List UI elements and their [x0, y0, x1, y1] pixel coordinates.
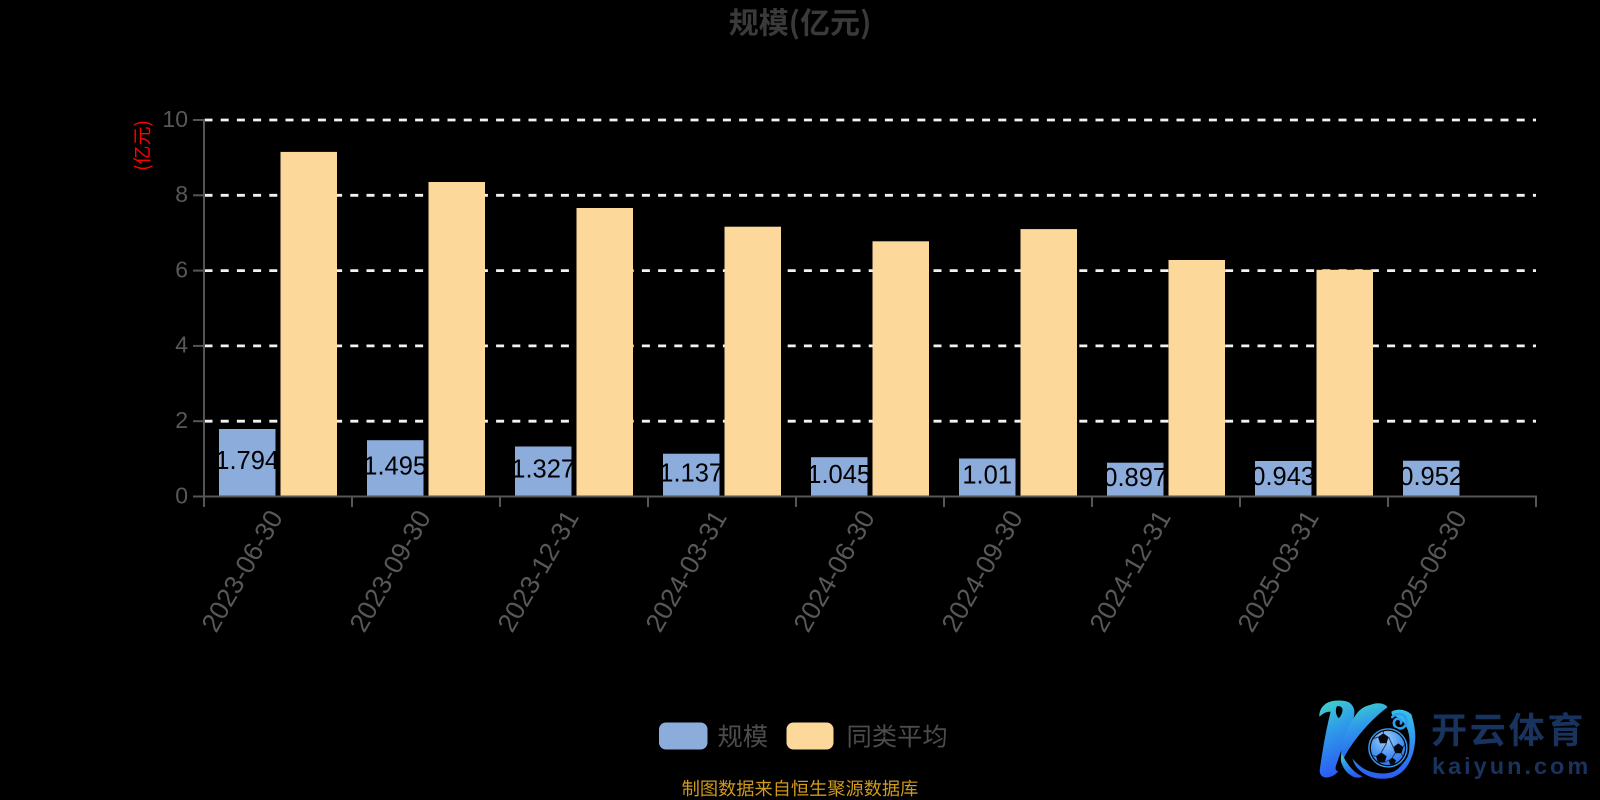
svg-text:1.327: 1.327: [511, 456, 575, 484]
svg-text:4: 4: [175, 332, 188, 358]
svg-text:2: 2: [175, 407, 188, 433]
svg-text:0.943: 0.943: [1251, 463, 1315, 491]
svg-text:6: 6: [175, 256, 188, 282]
svg-text:1.01: 1.01: [962, 462, 1012, 490]
svg-text:1.794: 1.794: [215, 447, 279, 475]
svg-text:kaiyun.com: kaiyun.com: [1432, 753, 1591, 779]
svg-text:1.045: 1.045: [807, 461, 871, 489]
svg-text:1.137: 1.137: [659, 459, 723, 487]
svg-text:0.952: 0.952: [1399, 463, 1463, 491]
svg-text:8: 8: [175, 181, 188, 207]
svg-text:1.495: 1.495: [363, 453, 427, 481]
svg-text:0.897: 0.897: [1103, 464, 1167, 492]
svg-text:0: 0: [175, 482, 188, 508]
svg-text:10: 10: [162, 106, 188, 132]
